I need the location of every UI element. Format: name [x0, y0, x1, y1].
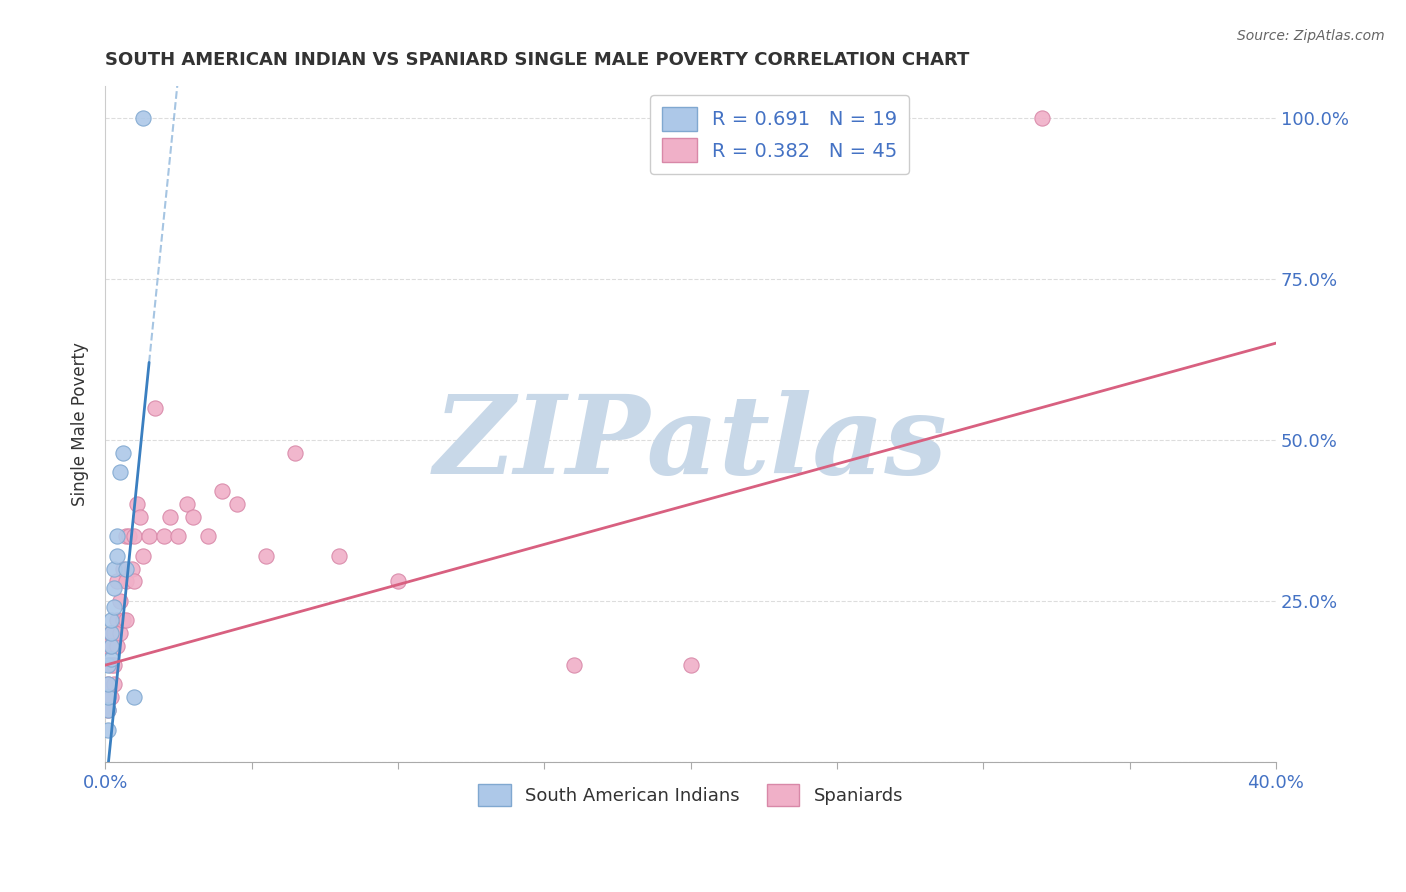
Point	[103, 626, 125, 640]
Point	[100, 639, 122, 653]
Point	[117, 529, 139, 543]
Point	[562, 658, 585, 673]
Point	[105, 549, 128, 563]
Point	[129, 510, 152, 524]
Point	[97, 677, 120, 691]
Point	[328, 549, 350, 563]
Point	[100, 651, 122, 665]
Point	[97, 658, 120, 673]
Point	[100, 626, 122, 640]
Point	[103, 658, 125, 673]
Point	[181, 510, 204, 524]
Point	[103, 600, 125, 615]
Point	[152, 529, 174, 543]
Point	[103, 581, 125, 595]
Point	[143, 401, 166, 415]
Point	[97, 703, 120, 717]
Point	[114, 561, 136, 575]
Legend: South American Indians, Spaniards: South American Indians, Spaniards	[471, 777, 910, 814]
Point	[108, 626, 131, 640]
Point	[176, 497, 198, 511]
Point	[127, 497, 149, 511]
Point	[124, 574, 146, 589]
Point	[111, 561, 134, 575]
Point	[1031, 111, 1053, 125]
Point	[97, 690, 120, 705]
Point	[124, 529, 146, 543]
Point	[825, 111, 848, 125]
Point	[97, 723, 120, 737]
Point	[105, 574, 128, 589]
Point	[97, 703, 120, 717]
Point	[103, 561, 125, 575]
Point	[167, 529, 190, 543]
Point	[111, 613, 134, 627]
Text: Source: ZipAtlas.com: Source: ZipAtlas.com	[1237, 29, 1385, 43]
Point	[108, 593, 131, 607]
Point	[159, 510, 181, 524]
Point	[387, 574, 409, 589]
Point	[100, 690, 122, 705]
Point	[97, 639, 120, 653]
Point	[114, 574, 136, 589]
Point	[132, 549, 155, 563]
Point	[100, 613, 122, 627]
Y-axis label: Single Male Poverty: Single Male Poverty	[72, 342, 89, 506]
Point	[679, 658, 702, 673]
Point	[211, 484, 233, 499]
Text: SOUTH AMERICAN INDIAN VS SPANIARD SINGLE MALE POVERTY CORRELATION CHART: SOUTH AMERICAN INDIAN VS SPANIARD SINGLE…	[105, 51, 970, 69]
Point	[111, 445, 134, 459]
Point	[105, 529, 128, 543]
Point	[124, 690, 146, 705]
Point	[284, 445, 307, 459]
Point	[103, 677, 125, 691]
Point	[100, 658, 122, 673]
Point	[100, 639, 122, 653]
Point	[97, 677, 120, 691]
Point	[108, 465, 131, 479]
Point	[100, 626, 122, 640]
Point	[254, 549, 277, 563]
Point	[132, 111, 155, 125]
Point	[105, 639, 128, 653]
Point	[197, 529, 219, 543]
Point	[121, 561, 143, 575]
Point	[114, 529, 136, 543]
Point	[114, 613, 136, 627]
Point	[226, 497, 249, 511]
Text: ZIPatlas: ZIPatlas	[433, 390, 948, 498]
Point	[105, 613, 128, 627]
Point	[138, 529, 160, 543]
